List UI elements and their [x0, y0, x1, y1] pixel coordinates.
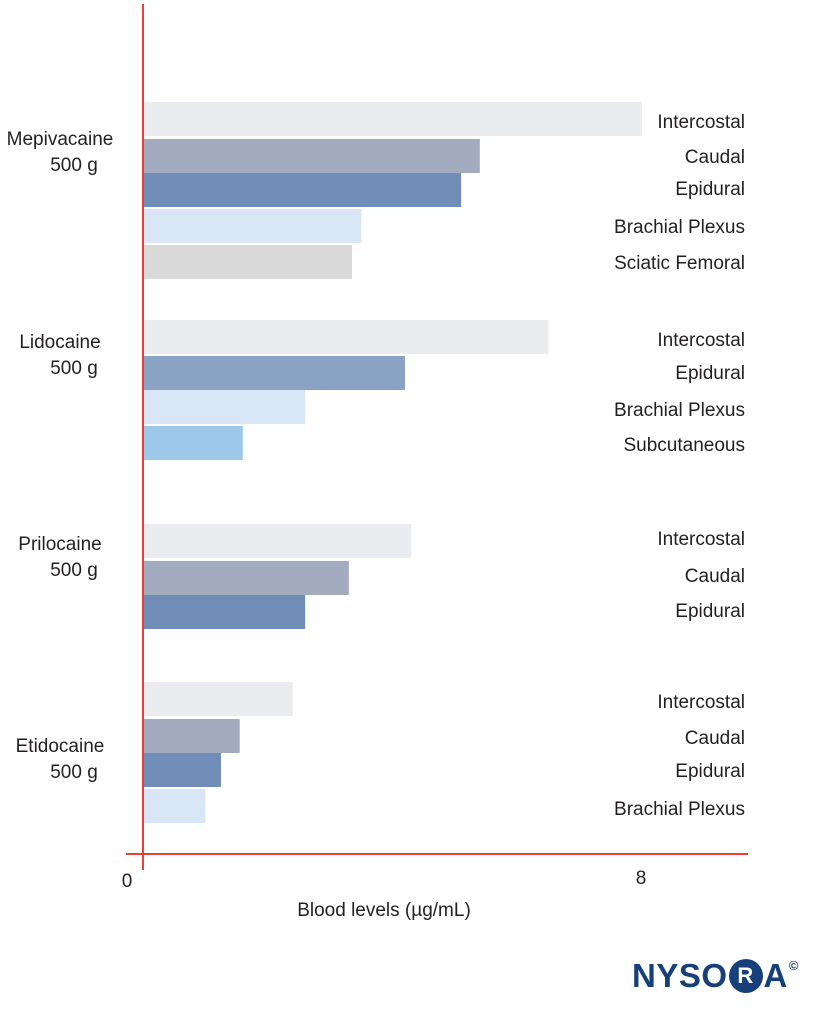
- bar-lidocaine-intercostal: [143, 320, 549, 354]
- group-label-dose: 500 g: [50, 762, 98, 783]
- bar-label: Epidural: [675, 761, 745, 782]
- bar-label: Brachial Plexus: [614, 799, 745, 820]
- bar-label: Subcutaneous: [624, 435, 746, 456]
- bar-etidocaine-epidural: [143, 753, 221, 787]
- logo-text-end: A: [763, 957, 788, 994]
- bar-lidocaine-epidural: [143, 356, 405, 390]
- bar-label: Epidural: [675, 601, 745, 622]
- bar-label: Brachial Plexus: [614, 217, 745, 238]
- bar-etidocaine-caudal: [143, 719, 240, 753]
- logo-text-start: NYSO: [632, 957, 728, 994]
- bar-lidocaine-brachial-plexus: [143, 390, 306, 424]
- bar-mepivacaine-brachial-plexus: [143, 209, 362, 243]
- group-label-name: Etidocaine: [16, 736, 105, 757]
- bar-label: Intercostal: [657, 330, 745, 351]
- nysora-logo: NYSO R A ©: [632, 956, 799, 996]
- copyright-mark: ©: [788, 958, 799, 973]
- bar-label: Sciatic Femoral: [614, 253, 745, 274]
- bar-label: Brachial Plexus: [614, 400, 745, 421]
- bar-prilocaine-epidural: [143, 595, 306, 629]
- bar-etidocaine-intercostal: [143, 682, 293, 716]
- bar-label: Caudal: [685, 728, 745, 749]
- group-label-dose: 500 g: [50, 155, 98, 176]
- group-label-name: Mepivacaine: [7, 129, 114, 150]
- bar-label: Intercostal: [657, 112, 745, 133]
- x-axis-title: Blood levels (µg/mL): [297, 900, 471, 921]
- bar-lidocaine-subcutaneous: [143, 426, 243, 460]
- bar-mepivacaine-epidural: [143, 173, 462, 207]
- bar-label: Epidural: [675, 363, 745, 384]
- group-label-name: Lidocaine: [19, 332, 100, 353]
- logo-ring-letter: R: [728, 959, 763, 993]
- bar-mepivacaine-intercostal: [143, 102, 642, 136]
- group-label-dose: 500 g: [50, 358, 98, 379]
- bar-label: Intercostal: [657, 529, 745, 550]
- bar-etidocaine-brachial-plexus: [143, 789, 206, 823]
- bar-label: Caudal: [685, 566, 745, 587]
- bar-label: Intercostal: [657, 692, 745, 713]
- bar-mepivacaine-caudal: [143, 139, 480, 173]
- group-label-dose: 500 g: [50, 560, 98, 581]
- bar-prilocaine-intercostal: [143, 524, 412, 558]
- x-tick-label: 8: [636, 868, 647, 889]
- bar-prilocaine-caudal: [143, 561, 349, 595]
- x-tick-label: 0: [122, 871, 133, 892]
- group-label-name: Prilocaine: [18, 534, 101, 555]
- bar-label: Epidural: [675, 179, 745, 200]
- bar-label: Caudal: [685, 147, 745, 168]
- bar-mepivacaine-sciatic-femoral: [143, 245, 352, 279]
